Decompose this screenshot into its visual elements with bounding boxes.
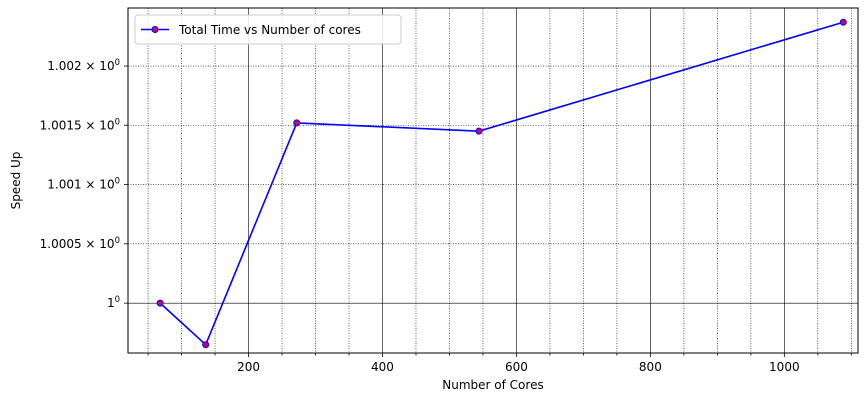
x-tick-label: 400 [371,360,394,374]
data-point [293,119,301,127]
x-tick-label: 800 [639,360,662,374]
x-tick-label: 600 [505,360,528,374]
legend-box [134,14,402,45]
y-tick-label: 1.0005 × 100 [40,236,120,251]
y-axis-label: Speed Up [9,152,23,210]
y-tick-label: 1.0015 × 100 [40,117,120,132]
legend-entry-label: Total Time vs Number of cores [178,23,361,37]
x-tick-label: 1000 [769,360,800,374]
plot-frame [127,7,859,354]
grid [128,8,858,353]
y-tick-label: 10 [107,295,120,310]
axis-ticks: 200 400 600 800 1000 10 1.0005 × 100 1.001 × 10… [40,58,852,374]
data-point [156,299,164,307]
data-point [839,18,847,26]
x-axis-label: Number of Cores [442,378,543,392]
data-point [202,341,210,349]
series-line [159,21,844,346]
y-tick-label: 1.001 × 100 [47,177,120,192]
data-point [475,127,483,135]
legend-marker-sample [151,26,159,33]
legend: Total Time vs Number of cores [134,14,402,45]
series-layer [156,18,847,349]
y-tick-label: 1.002 × 100 [47,58,120,73]
x-tick-label: 200 [237,360,260,374]
